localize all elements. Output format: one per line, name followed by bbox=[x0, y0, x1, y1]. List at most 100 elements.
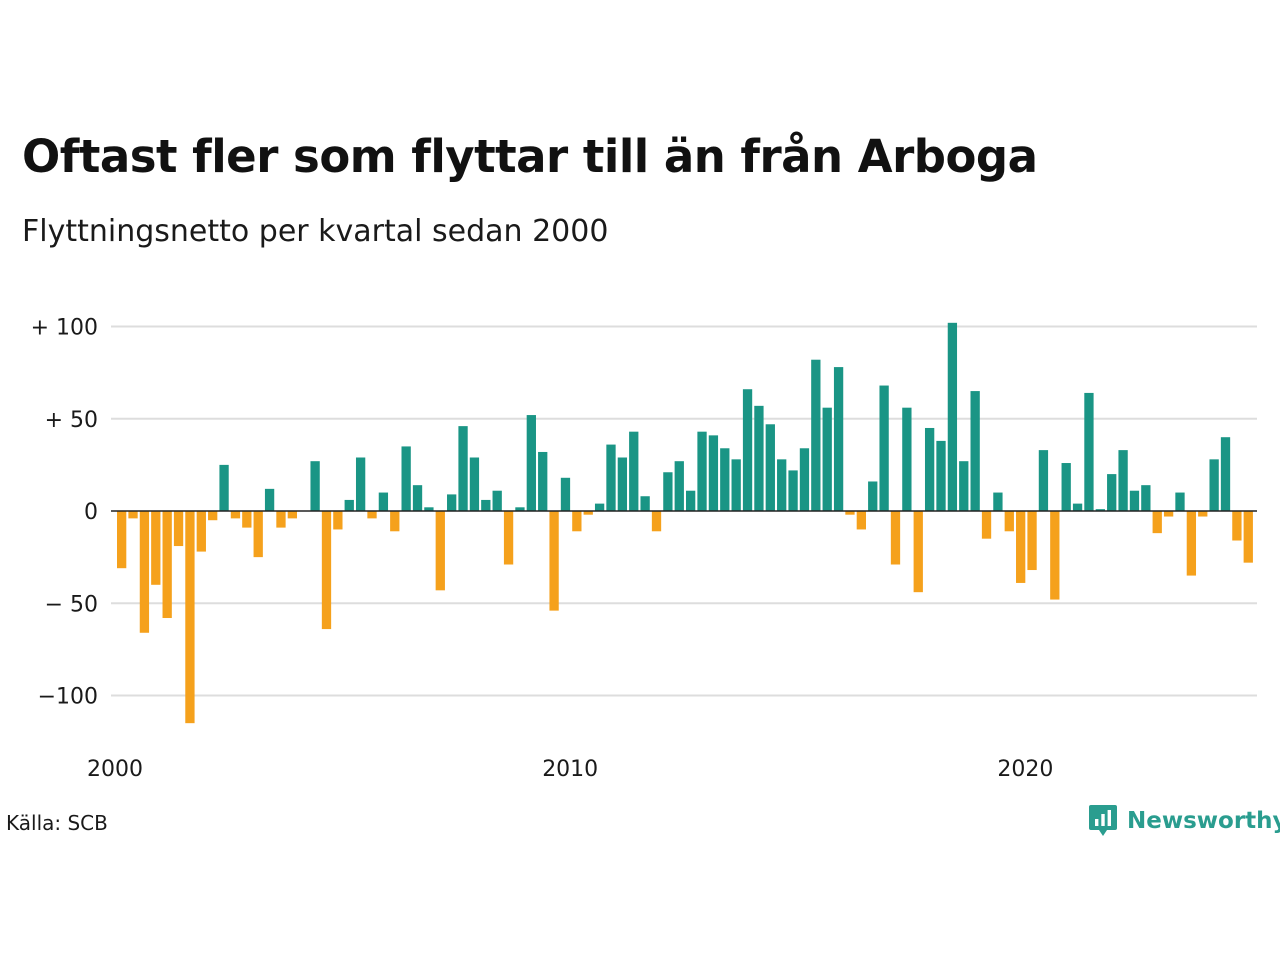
bar bbox=[1061, 463, 1071, 511]
bar bbox=[185, 511, 195, 724]
bar bbox=[151, 511, 161, 585]
bar bbox=[401, 446, 411, 512]
brand-name: Newsworthy bbox=[1127, 808, 1280, 834]
grid-lines bbox=[111, 325, 1257, 697]
bar bbox=[629, 431, 639, 511]
bar bbox=[139, 511, 150, 633]
bar bbox=[924, 427, 935, 511]
bar bbox=[993, 492, 1003, 511]
newsworthy-brand[interactable]: Newsworthy bbox=[1088, 804, 1280, 838]
bar bbox=[538, 451, 548, 511]
bar bbox=[208, 511, 218, 521]
bar bbox=[458, 426, 468, 511]
bar bbox=[1095, 509, 1105, 511]
bar bbox=[686, 490, 696, 511]
y-tick-label: + 100 bbox=[31, 316, 98, 341]
bar bbox=[560, 477, 571, 511]
bar bbox=[481, 499, 491, 511]
bar bbox=[173, 511, 184, 547]
bar bbox=[936, 440, 946, 511]
bar bbox=[1232, 511, 1242, 541]
bar bbox=[754, 405, 764, 511]
bar bbox=[856, 511, 866, 530]
bar bbox=[1084, 392, 1094, 511]
bar bbox=[1243, 511, 1253, 563]
bar bbox=[469, 457, 480, 512]
bar bbox=[1038, 450, 1049, 511]
bar bbox=[902, 407, 912, 511]
bar bbox=[799, 448, 810, 511]
x-tick-label: 2020 bbox=[997, 757, 1053, 782]
y-tick-label: 0 bbox=[84, 500, 98, 525]
bars bbox=[117, 322, 1253, 724]
bar bbox=[321, 511, 332, 630]
bar bbox=[287, 511, 297, 519]
bar bbox=[390, 511, 400, 532]
bar bbox=[1141, 485, 1151, 511]
bar bbox=[378, 492, 389, 511]
bar bbox=[1027, 511, 1037, 571]
bar bbox=[720, 448, 730, 511]
bar bbox=[833, 367, 844, 511]
bar bbox=[253, 511, 263, 558]
bar bbox=[663, 472, 673, 511]
x-tick-label: 2010 bbox=[542, 757, 598, 782]
bar bbox=[777, 459, 787, 511]
bar bbox=[651, 511, 662, 532]
bar bbox=[617, 457, 628, 512]
bar bbox=[367, 511, 377, 519]
bar bbox=[1129, 490, 1140, 511]
bar bbox=[1198, 511, 1208, 517]
bar bbox=[822, 407, 832, 511]
bar bbox=[845, 511, 855, 515]
chart-title: Oftast fler som flyttar till än från Arb… bbox=[22, 130, 1038, 183]
bar bbox=[708, 435, 719, 511]
bar bbox=[355, 457, 366, 512]
bar bbox=[1209, 459, 1219, 511]
bar bbox=[424, 507, 434, 511]
bar bbox=[503, 511, 514, 565]
bar bbox=[594, 503, 605, 511]
bar bbox=[868, 481, 878, 511]
bar bbox=[447, 494, 457, 512]
bar bbox=[959, 461, 969, 511]
bar bbox=[196, 511, 206, 552]
bar bbox=[1220, 437, 1231, 511]
bar bbox=[606, 444, 616, 511]
bar bbox=[1175, 492, 1185, 511]
bar bbox=[765, 424, 775, 511]
bar bbox=[697, 431, 707, 511]
y-tick-label: − 50 bbox=[45, 592, 98, 617]
bar bbox=[230, 511, 241, 519]
bar bbox=[526, 415, 536, 511]
bar bbox=[128, 511, 138, 519]
x-axis-labels: 2000 2010 2020 bbox=[87, 757, 1053, 782]
bar bbox=[981, 511, 992, 539]
bar bbox=[1163, 511, 1174, 517]
y-tick-label: + 50 bbox=[45, 408, 98, 433]
bar bbox=[1152, 511, 1162, 534]
bar bbox=[264, 488, 275, 511]
bar bbox=[583, 511, 593, 515]
bar bbox=[219, 464, 229, 512]
bar bbox=[412, 485, 423, 511]
bar bbox=[742, 389, 753, 511]
y-axis-labels: + 100 + 50 0 − 50 −100 bbox=[31, 316, 98, 710]
bar bbox=[731, 459, 741, 511]
y-tick-label: −100 bbox=[38, 685, 98, 710]
bar bbox=[344, 499, 354, 511]
bar bbox=[162, 511, 172, 619]
newsworthy-logo-icon bbox=[1089, 805, 1117, 836]
source-note: Källa: SCB bbox=[6, 811, 108, 835]
bar bbox=[492, 490, 502, 511]
bar bbox=[1107, 474, 1117, 511]
bar bbox=[1118, 450, 1128, 511]
bar bbox=[947, 322, 958, 511]
bar bbox=[879, 385, 889, 511]
bar bbox=[913, 511, 923, 593]
bar bbox=[333, 511, 343, 530]
x-tick-label: 2000 bbox=[87, 757, 143, 782]
bar bbox=[1016, 511, 1026, 583]
bar bbox=[572, 511, 582, 532]
bar-chart: + 100 + 50 0 − 50 −100 2000 2010 2020 bbox=[31, 316, 1257, 782]
